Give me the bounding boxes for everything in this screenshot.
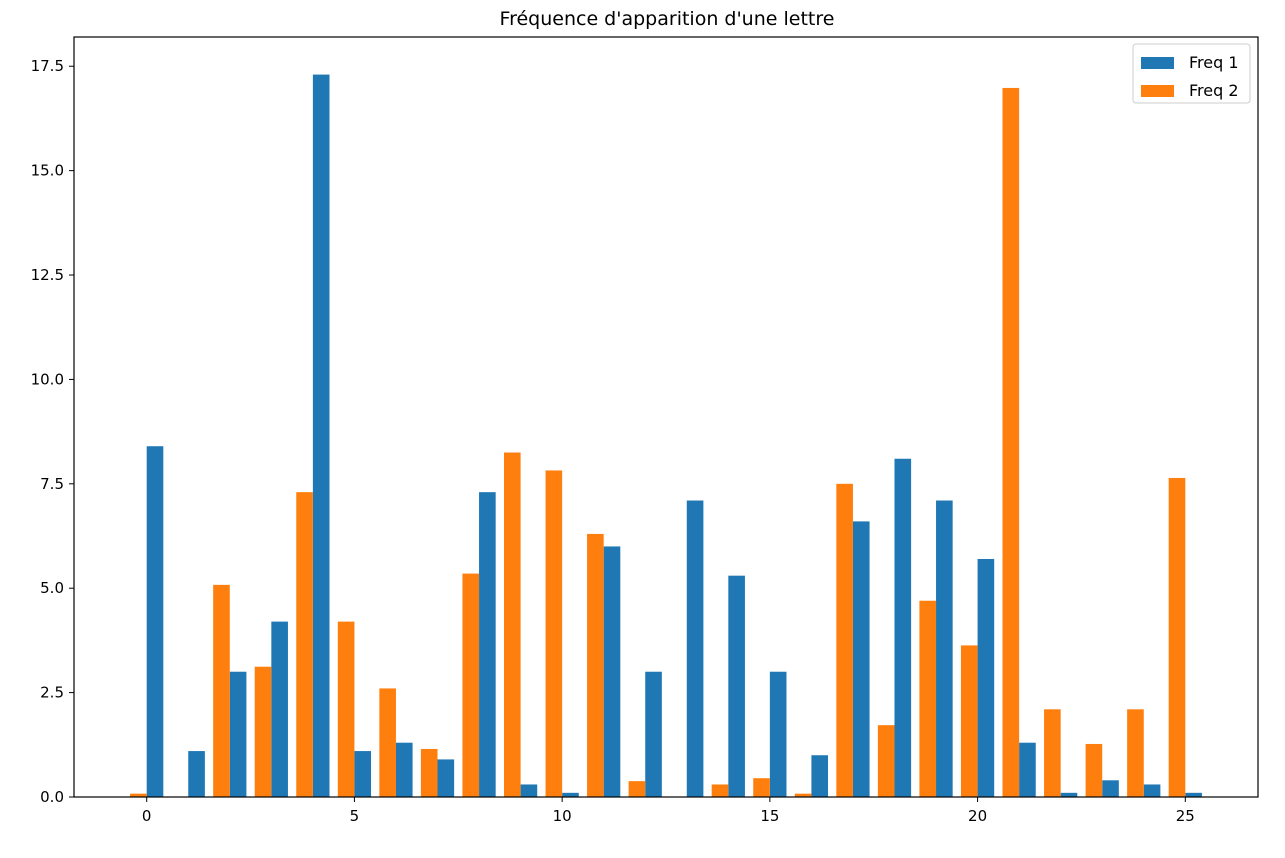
bar-freq-2-25 [1168,477,1186,797]
bar-freq-2-14 [711,784,729,797]
bar-freq-1-5 [354,751,372,797]
bar-freq-2-3 [254,666,272,797]
bar-freq-2-7 [420,748,438,797]
series-2-bars [130,87,1186,797]
bar-freq-2-20 [960,645,978,797]
bar-freq-2-9 [503,452,521,797]
bar-freq-2-24 [1127,709,1144,797]
bar-freq-1-14 [728,575,745,797]
bar-freq-1-4 [312,74,330,798]
legend: Freq 1 Freq 2 [1132,43,1251,104]
x-tick-label: 5 [350,807,360,825]
bar-freq-1-20 [977,558,995,797]
x-tick-label: 25 [1176,807,1195,825]
bar-freq-1-24 [1143,784,1161,797]
bar-freq-2-8 [462,573,480,797]
y-tick-label: 5.0 [40,579,64,597]
bar-freq-1-3 [271,621,288,797]
bar-freq-2-2 [213,584,230,797]
legend-swatch [1141,57,1174,69]
chart-title: Fréquence d'apparition d'une lettre [500,8,835,30]
bar-freq-1-18 [894,458,912,797]
bar-freq-1-0 [146,446,164,797]
bar-freq-2-22 [1044,709,1061,797]
bar-freq-1-6 [395,742,413,797]
bar-freq-2-17 [836,483,853,797]
bar-freq-1-15 [769,671,787,797]
x-tick-label: 15 [760,807,779,825]
bar-freq-1-19 [936,500,953,797]
bar-freq-2-21 [1002,87,1020,797]
bar-freq-1-10 [562,792,579,797]
y-tick-label: 7.5 [40,475,64,493]
bar-freq-2-16 [794,793,812,797]
y-tick-label: 10.0 [31,370,64,388]
legend-label: Freq 1 [1189,53,1239,72]
x-tick-label: 20 [968,807,987,825]
bar-freq-2-0 [130,793,147,797]
bar-freq-1-21 [1019,742,1036,797]
bar-freq-2-11 [587,533,604,797]
bar-freq-2-6 [379,688,396,797]
legend-label: Freq 2 [1189,81,1239,100]
series-1-bars [146,74,1202,798]
x-tick-label: 0 [142,807,152,825]
bar-freq-1-8 [479,492,496,797]
y-tick-label: 15.0 [31,162,64,180]
bar-freq-1-22 [1060,792,1078,797]
bar-freq-2-18 [877,725,895,797]
bar-freq-2-12 [628,781,646,797]
bar-freq-1-17 [852,521,870,797]
bar-freq-1-16 [811,755,829,797]
y-tick-label: 12.5 [31,266,64,284]
bar-freq-1-7 [437,759,455,797]
bar-freq-1-12 [645,671,662,797]
bar-freq-1-11 [603,546,621,797]
bar-freq-2-4 [296,492,313,797]
bar-freq-1-2 [229,671,247,797]
axes-layer: 0 5 10 15 20 25 0.0 2.5 5.0 7.5 10.0 12.5 15.0 17.5 [31,36,1259,825]
legend-swatch [1141,85,1174,97]
bar-freq-2-19 [919,600,937,797]
y-tick-label: 17.5 [31,57,64,75]
bar-freq-1-23 [1102,780,1119,797]
x-tick-label: 10 [553,807,572,825]
bar-freq-1-13 [686,500,704,797]
bar-freq-1-9 [520,784,538,797]
bar-freq-1-25 [1185,792,1202,797]
bar-freq-2-10 [545,470,563,797]
bar-freq-2-15 [753,778,770,797]
y-tick-label: 2.5 [40,684,64,702]
plot-frame [73,36,1259,798]
bar-freq-1-1 [188,751,205,797]
y-tick-label: 0.0 [40,788,64,806]
bar-freq-2-23 [1085,743,1103,797]
bars-layer [130,74,1202,798]
bar-freq-2-5 [337,621,355,797]
